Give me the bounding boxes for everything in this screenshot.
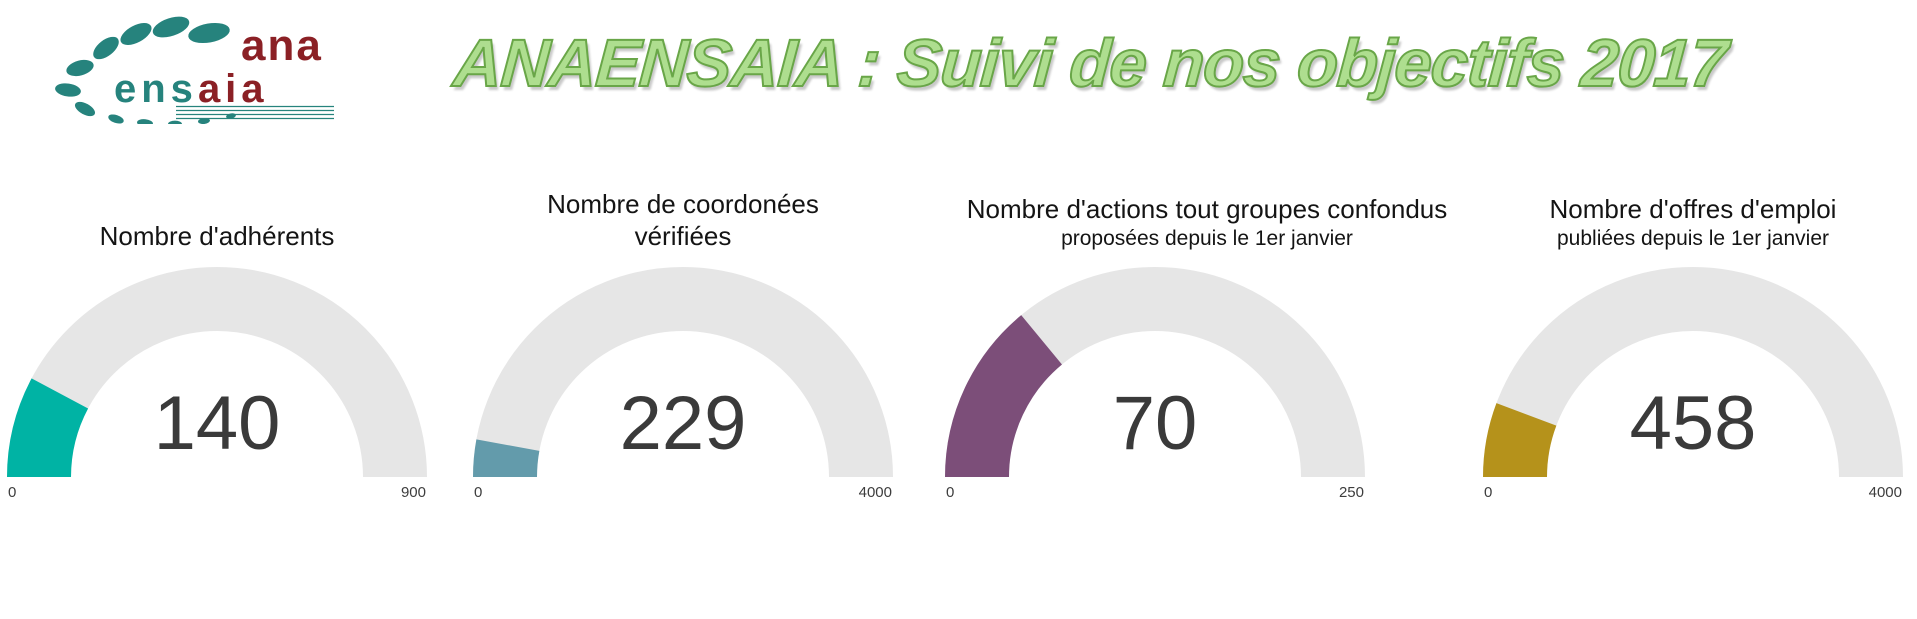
gauge-title-line2: publiées depuis le 1er janvier bbox=[1556, 227, 1829, 250]
gauge-title-line2: proposées depuis le 1er janvier bbox=[1061, 227, 1353, 250]
gauge-max-label: 250 bbox=[1338, 484, 1364, 501]
gauge-coordonnees[interactable]: Nombre de coordonées vérifiées 229 0 400… bbox=[468, 148, 898, 509]
logo-underline bbox=[176, 105, 334, 120]
logo-word-aia: aia bbox=[198, 67, 269, 111]
gauge-title: Nombre d'adhérents bbox=[2, 148, 432, 252]
gauge-arc bbox=[473, 267, 893, 478]
gauge-title: Nombre d'offres d'emploi publiées depuis… bbox=[1478, 148, 1908, 252]
gauge-title-line2: vérifiées bbox=[634, 221, 732, 251]
gauge-adherents[interactable]: Nombre d'adhérents 140 0 900 bbox=[2, 148, 432, 509]
gauge-title: Nombre d'actions tout groupes confondus … bbox=[967, 148, 1447, 252]
logo-word-ens: ens bbox=[114, 67, 198, 111]
gauge-min-label: 0 bbox=[946, 484, 955, 501]
gauge-actions[interactable]: Nombre d'actions tout groupes confondus … bbox=[940, 148, 1447, 509]
gauge-min-label: 0 bbox=[8, 484, 17, 501]
gauge-max-label: 4000 bbox=[1868, 484, 1902, 501]
gauge-value: 140 bbox=[153, 381, 281, 466]
svg-text:ensaia: ensaia bbox=[114, 67, 269, 111]
gauge-title-line1: Nombre d'offres d'emploi bbox=[1549, 194, 1837, 224]
gauge-title-line1: Nombre d'actions tout groupes confondus bbox=[966, 194, 1448, 224]
gauge-title-line1: Nombre d'adhérents bbox=[99, 221, 335, 251]
logo-word-ana: ana bbox=[241, 21, 323, 70]
ana-ensaia-logo: ana ensaia bbox=[28, 6, 336, 128]
gauge-max-label: 4000 bbox=[858, 484, 892, 501]
gauge-scale: 0 4000 bbox=[1478, 484, 1908, 501]
gauge-min-label: 0 bbox=[1484, 484, 1493, 501]
gauge-title: Nombre de coordonées vérifiées bbox=[468, 148, 898, 252]
gauge-value: 229 bbox=[619, 381, 747, 466]
gauge-arc bbox=[7, 267, 427, 478]
gauge-scale: 0 4000 bbox=[468, 484, 898, 501]
gauge-scale: 0 250 bbox=[940, 484, 1370, 501]
gauge-min-label: 0 bbox=[474, 484, 483, 501]
logo-leaves-icon: ana ensaia bbox=[55, 16, 334, 128]
page-title: ANAENSAIA : Suivi de nos objectifs 2017 bbox=[450, 25, 1730, 102]
gauge-value: 70 bbox=[1112, 381, 1198, 466]
gauge-arc bbox=[945, 267, 1365, 478]
gauge-value: 458 bbox=[1629, 381, 1757, 466]
gauge-title-line1: Nombre de coordonées bbox=[547, 189, 819, 219]
gauge-scale: 0 900 bbox=[2, 484, 432, 501]
gauge-arc bbox=[1483, 267, 1903, 478]
gauge-offres-emploi[interactable]: Nombre d'offres d'emploi publiées depuis… bbox=[1478, 148, 1908, 509]
gauge-max-label: 900 bbox=[400, 484, 426, 501]
